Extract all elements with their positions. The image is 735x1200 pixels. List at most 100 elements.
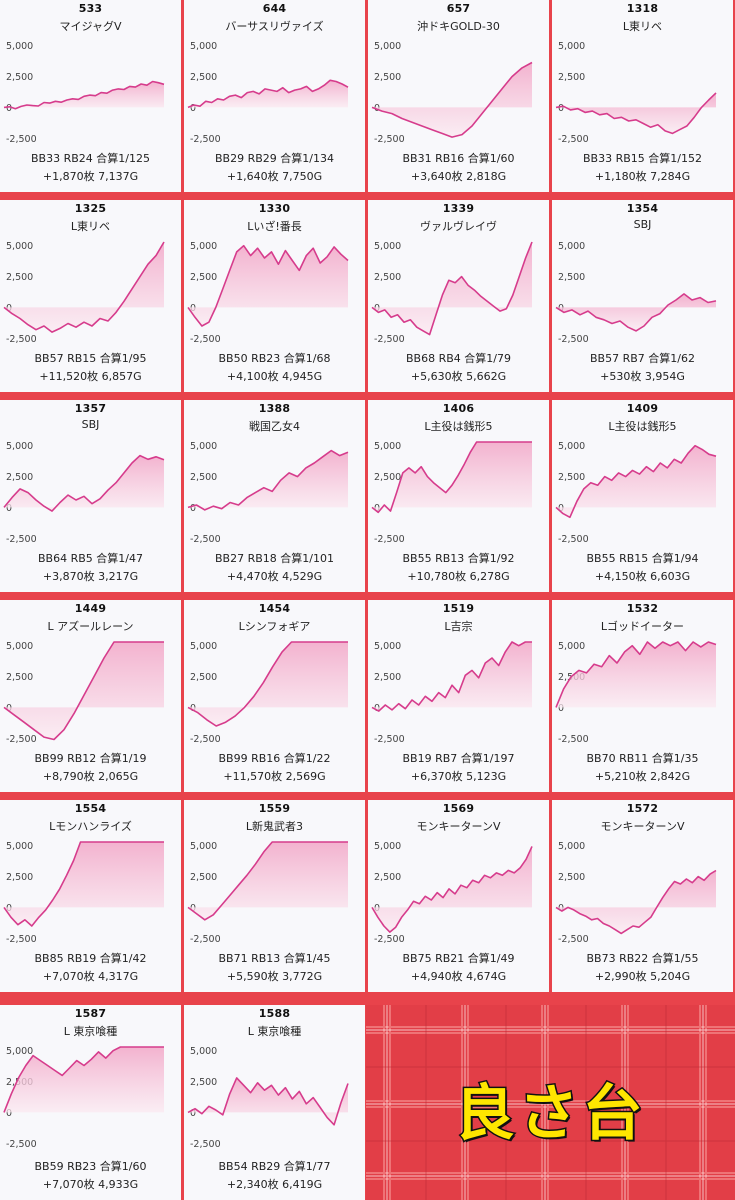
y-tick-label: 5,000 (190, 841, 217, 852)
chart-area (372, 642, 532, 712)
y-tick-label: 5,000 (374, 641, 401, 652)
y-tick-label: 2,500 (190, 872, 217, 883)
bonus-stats: BB29 RB29 合算1/134 (215, 152, 334, 165)
chart-line (371, 641, 532, 712)
machine-title: SBJ (633, 218, 652, 231)
y-tick-label: -2,500 (190, 134, 221, 145)
y-tick-label: 5,000 (6, 441, 33, 452)
chart-area (4, 842, 164, 926)
chart-line (555, 641, 717, 708)
y-tick-label: 5,000 (6, 41, 33, 52)
y-tick-label: -2,500 (374, 334, 405, 345)
machine-title: モンキーターンV (600, 820, 685, 833)
y-tick-label: 2,500 (6, 872, 33, 883)
bonus-stats: BB33 RB24 合算1/125 (31, 152, 150, 165)
y-tick-label: -2,500 (190, 934, 221, 945)
chart-area (556, 870, 716, 934)
machine-title: L東リベ (70, 220, 111, 233)
y-tick-label: -2,500 (558, 534, 589, 545)
machine-title: ヴァルヴレイヴ (420, 220, 497, 233)
machine-number: 644 (262, 2, 287, 15)
machine-title: L新鬼武者3 (245, 820, 304, 833)
y-tick-label: -2,500 (190, 734, 221, 745)
y-tick-label: 5,000 (6, 841, 33, 852)
machine-number: 1587 (74, 1007, 107, 1020)
bonus-stats: BB73 RB22 合算1/55 (586, 952, 699, 965)
chart-line (3, 241, 165, 333)
machine-panel: 533 マイジャグV 5,000 2,500 0 -2,500 BB33 RB24 合算1/… (0, 0, 181, 192)
y-tick-label: 2,500 (374, 872, 401, 883)
y-tick-label: -2,500 (374, 534, 405, 545)
y-tick-label: 2,500 (6, 272, 33, 283)
machine-title: モンキーターンV (416, 820, 501, 833)
machine-title: 沖ドキGOLD-30 (417, 20, 500, 33)
machine-number: 1519 (442, 602, 475, 615)
y-tick-label: 5,000 (558, 41, 585, 52)
y-tick-label: -2,500 (6, 1139, 37, 1150)
y-tick-label: -2,500 (190, 334, 221, 345)
result-summary: +5,630枚 5,662G (410, 370, 507, 383)
bonus-stats: BB99 RB12 合算1/19 (34, 752, 147, 765)
machine-number: 1569 (442, 802, 475, 815)
y-tick-label: -2,500 (190, 534, 221, 545)
machine-number: 1354 (626, 202, 659, 215)
chart-line (187, 79, 349, 109)
machine-title: SBJ (81, 418, 100, 431)
machine-title: L主役は銭形5 (608, 420, 677, 433)
chart-line (3, 641, 164, 741)
chart-area (372, 442, 532, 513)
highlight-banner: 良さ台 (366, 1005, 735, 1200)
bonus-stats: BB54 RB29 合算1/77 (218, 1160, 331, 1173)
bonus-stats: BB85 RB19 合算1/42 (34, 952, 147, 965)
y-tick-label: 2,500 (190, 472, 217, 483)
chart-line (3, 1046, 164, 1113)
y-tick-label: 5,000 (558, 641, 585, 652)
machine-title: L アズールレーン (47, 620, 134, 633)
bonus-stats: BB99 RB16 合算1/22 (218, 752, 331, 765)
y-tick-label: 5,000 (374, 841, 401, 852)
result-summary: +1,870枚 7,137G (42, 170, 139, 183)
result-summary: +2,990枚 5,204G (594, 970, 691, 983)
chart-area (556, 445, 716, 518)
result-summary: +2,340枚 6,419G (226, 1178, 323, 1191)
y-tick-label: 5,000 (374, 41, 401, 52)
machine-number: 1388 (258, 402, 291, 415)
chart-line (555, 293, 717, 332)
chart-line (371, 241, 533, 336)
y-tick-label: 5,000 (190, 641, 217, 652)
y-tick-label: 2,500 (190, 1077, 217, 1088)
y-tick-label: -2,500 (190, 1139, 221, 1150)
y-tick-label: 2,500 (558, 872, 585, 883)
chart-area (556, 92, 716, 134)
machine-number: 1449 (74, 602, 107, 615)
machine-number: 1532 (626, 602, 659, 615)
result-summary: +1,180枚 7,284G (594, 170, 691, 183)
machine-title: Lシンフォギア (238, 620, 311, 633)
y-tick-label: 2,500 (190, 272, 217, 283)
bonus-stats: BB55 RB15 合算1/94 (586, 552, 699, 565)
result-summary: +4,100枚 4,945G (226, 370, 323, 383)
machine-number: 1454 (258, 602, 291, 615)
machine-number: 1406 (442, 402, 475, 415)
machine-panel: 1588 L 東京喰種 5,000 2,500 0 -2,500 BB54 RB29 合算1… (184, 1005, 365, 1200)
machine-number: 1409 (626, 402, 659, 415)
y-tick-label: 0 (190, 1108, 196, 1119)
chart-area (556, 642, 716, 708)
result-summary: +10,780枚 6,278G (407, 570, 510, 583)
